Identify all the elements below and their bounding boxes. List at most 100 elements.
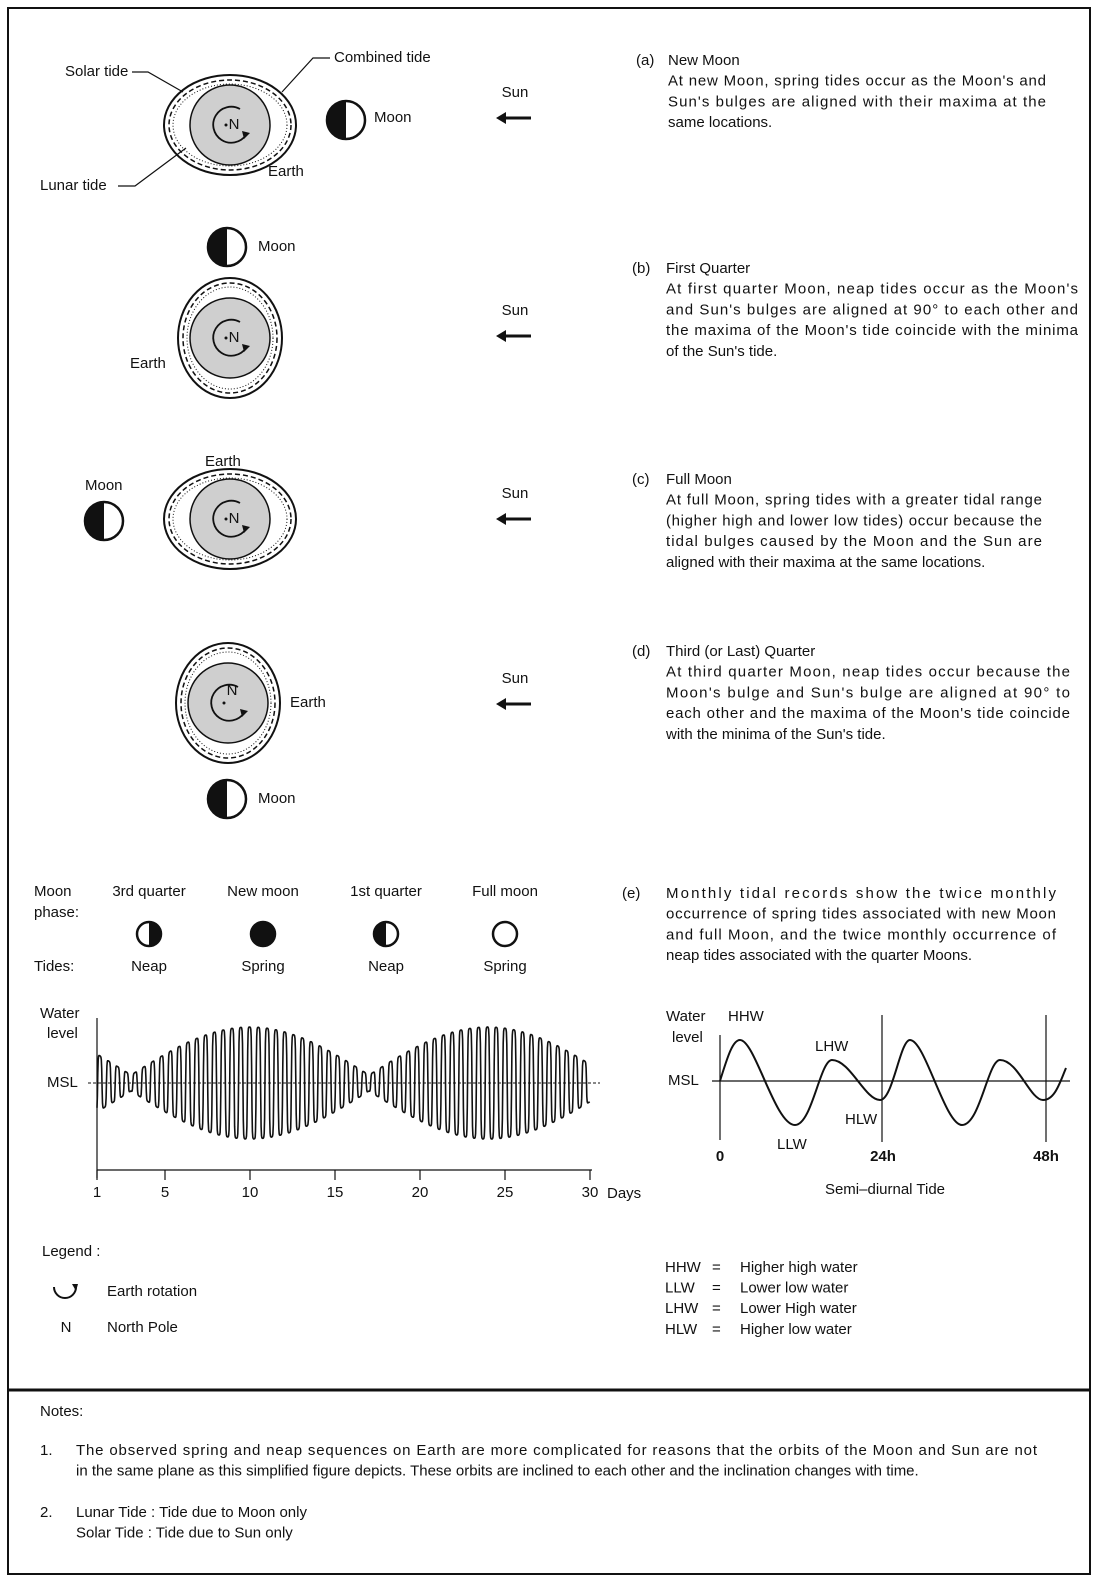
tide-type: Neap xyxy=(131,958,167,975)
north-pole: N xyxy=(229,116,240,133)
legend-symbol: N xyxy=(61,1319,72,1336)
sun-arrowhead xyxy=(496,330,506,342)
moon-shade xyxy=(374,922,386,946)
panel-title: New Moon xyxy=(668,52,740,69)
legend-text: North Pole xyxy=(107,1319,178,1336)
note-text: The observed spring and neap sequences o… xyxy=(76,1442,1038,1459)
center-dot xyxy=(224,336,228,340)
tide-record xyxy=(96,1026,591,1140)
earth xyxy=(189,478,271,560)
tide-dotted xyxy=(184,651,272,755)
panel-text: with the minima of the Sun's tide. xyxy=(665,726,886,743)
north-pole: N xyxy=(229,510,240,527)
panel-text: (higher high and lower low tides) occur … xyxy=(666,512,1042,529)
panel-text: At third quarter Moon, neap tides occur … xyxy=(666,664,1070,681)
x-tick-label: 10 xyxy=(242,1184,259,1201)
tide-dashed xyxy=(168,79,292,171)
panel-text: same locations. xyxy=(668,114,772,131)
x-label: 48h xyxy=(1033,1148,1059,1165)
tide-type: Spring xyxy=(483,958,526,975)
leader xyxy=(281,57,330,93)
moon-label: Moon xyxy=(258,790,296,807)
x-unit: Days xyxy=(607,1185,641,1202)
label: LLW xyxy=(777,1136,808,1153)
sun-arrowhead xyxy=(496,112,506,124)
moon-label: Moon xyxy=(85,477,123,494)
north-pole: N xyxy=(227,682,238,699)
moon-label: Moon xyxy=(258,238,296,255)
callout: Solar tide xyxy=(65,63,128,80)
tide-dotted xyxy=(186,286,274,390)
label: phase: xyxy=(34,904,79,921)
panel-text: Moon's bulge and Sun's bulge are aligned… xyxy=(666,684,1070,701)
earth xyxy=(187,662,269,744)
earth-label: Earth xyxy=(268,163,304,180)
abbr-sep: = xyxy=(712,1321,721,1338)
legend-text: Earth rotation xyxy=(107,1283,197,1300)
panel-text: occurrence of spring tides associated wi… xyxy=(666,906,1056,923)
moon-shade xyxy=(149,922,161,946)
panel-text: tidal bulges caused by the Moon and the … xyxy=(666,533,1042,550)
rotation-arrow xyxy=(212,318,247,357)
abbr: HLW xyxy=(665,1321,698,1338)
rotation-arrow xyxy=(210,683,245,722)
note-text: in the same plane as this simplified fig… xyxy=(76,1463,919,1480)
semi-diurnal-curve xyxy=(719,1038,1067,1127)
legend-title: Legend : xyxy=(42,1243,100,1260)
panel-text: and Sun's bulges are aligned at 90° to e… xyxy=(666,301,1078,318)
rotation-icon xyxy=(53,1286,77,1299)
tide-outline xyxy=(175,642,281,764)
callout: Combined tide xyxy=(334,49,431,66)
sun-label: Sun xyxy=(502,485,529,502)
rotation-arrowhead xyxy=(240,709,248,717)
x-tick-label: 20 xyxy=(412,1184,429,1201)
abbr-sep: = xyxy=(712,1259,721,1276)
callout: Lunar tide xyxy=(40,177,107,194)
earth-label: Earth xyxy=(130,355,166,372)
earth-label: Earth xyxy=(205,453,241,470)
x-tick-label: 30 xyxy=(582,1184,599,1201)
note-text: Lunar Tide : Tide due to Moon only xyxy=(76,1504,307,1521)
center-dot xyxy=(224,123,228,127)
moon xyxy=(249,920,277,948)
panel-label: (b) xyxy=(632,260,650,277)
moon-shade xyxy=(327,101,346,139)
panel-text: each other and the maxima of the Moon's … xyxy=(666,705,1070,722)
rotation-arrow xyxy=(212,105,247,144)
abbr: LHW xyxy=(665,1300,699,1317)
panel-text: Sun's bulges are aligned with their maxi… xyxy=(668,93,1046,110)
panel-title: Full Moon xyxy=(666,471,732,488)
rotation-arrowhead xyxy=(242,131,250,139)
sun-label: Sun xyxy=(502,670,529,687)
caption: Semi–diurnal Tide xyxy=(825,1181,945,1198)
sun-arrowhead xyxy=(496,513,506,525)
rotation-arrow xyxy=(212,499,247,538)
panel-text: At first quarter Moon, neap tides occur … xyxy=(666,281,1078,298)
tide-type: Neap xyxy=(368,958,404,975)
tide-dashed xyxy=(168,473,292,565)
abbr-meaning: Lower High water xyxy=(740,1300,857,1317)
sun-arrowhead xyxy=(496,698,506,710)
panel-label: (a) xyxy=(636,52,654,69)
rotation-arrowhead xyxy=(242,344,250,352)
abbr-meaning: Lower low water xyxy=(740,1280,848,1297)
panel-label: (c) xyxy=(632,471,650,488)
sun-label: Sun xyxy=(502,302,529,319)
tide-outline xyxy=(163,468,297,570)
frame xyxy=(7,7,1091,1575)
north-pole: N xyxy=(229,329,240,346)
x-tick-label: 1 xyxy=(93,1184,101,1201)
center-dot xyxy=(222,701,226,705)
abbr-sep: = xyxy=(712,1300,721,1317)
panel-text: aligned with their maxima at the same lo… xyxy=(666,554,985,571)
x-tick-label: 15 xyxy=(327,1184,344,1201)
earth xyxy=(189,84,271,166)
label: HHW xyxy=(728,1008,765,1025)
tide-dashed xyxy=(182,282,278,394)
leader xyxy=(118,147,187,187)
label: Moon xyxy=(34,883,72,900)
x-label: 24h xyxy=(870,1148,896,1165)
note-text: Solar Tide : Tide due to Sun only xyxy=(76,1525,293,1542)
notes-title: Notes: xyxy=(40,1403,83,1420)
